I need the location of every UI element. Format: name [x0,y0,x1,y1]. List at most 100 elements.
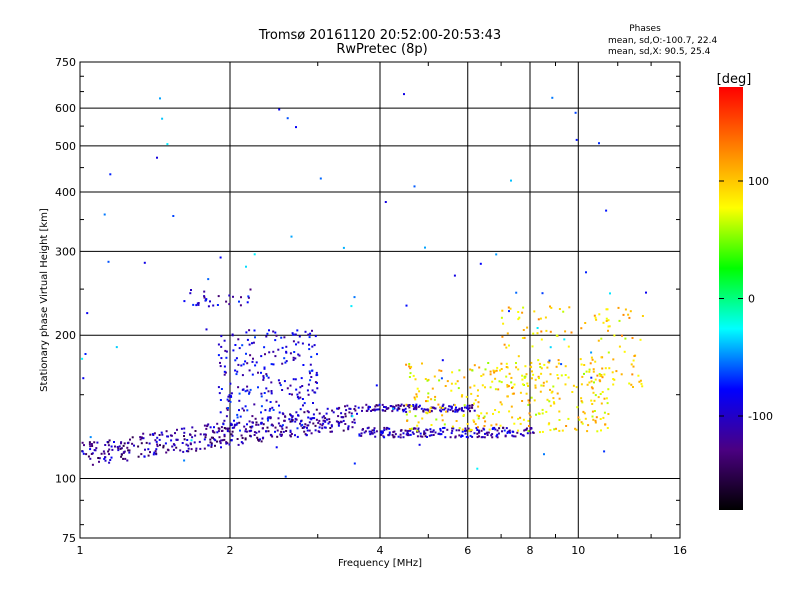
data-point [210,444,213,446]
data-point [194,434,197,437]
data-point [154,450,157,453]
data-point [236,413,239,416]
data-point [430,410,433,413]
data-point [521,337,524,339]
data-point [521,383,524,386]
data-point [127,449,130,452]
data-point [257,438,259,441]
data-point [536,327,539,329]
data-point [260,405,263,408]
data-point [415,405,418,408]
data-point [393,406,396,409]
data-point [537,318,540,321]
data-point [441,359,444,362]
data-point [567,417,570,420]
data-point [463,376,466,379]
data-point [407,432,410,435]
data-point [375,430,378,433]
data-point [585,370,588,373]
data-point [414,378,417,381]
data-point [274,426,277,429]
data-point [522,306,525,309]
data-point [204,436,207,439]
data-point [222,423,225,426]
data-point [220,446,222,449]
x-tick-label: 4 [377,544,384,557]
data-point [236,370,239,373]
data-point [553,402,556,405]
data-point [218,427,221,430]
data-point [361,428,364,431]
data-point [237,338,240,341]
data-point [615,370,618,373]
data-point [405,403,408,406]
data-point [279,433,282,436]
data-point [547,423,550,426]
data-point [156,156,158,159]
data-point [531,345,534,348]
data-point [280,336,283,339]
data-point [583,412,586,415]
data-point [580,363,583,366]
data-point [533,399,536,402]
data-point [275,334,278,337]
data-point [440,433,443,436]
data-point [381,432,384,435]
data-point [304,433,307,436]
data-point [496,366,499,369]
data-point [543,453,545,456]
data-point [274,339,277,342]
data-point [342,419,345,422]
data-point [115,346,118,349]
data-point [265,374,268,377]
data-point [234,359,237,362]
data-point [419,432,422,435]
data-point [295,418,298,421]
data-point [235,423,238,426]
data-point [593,314,596,317]
data-point [342,246,345,249]
data-point [225,442,228,445]
data-point [238,421,241,424]
data-point [148,442,151,445]
data-point [442,430,445,433]
data-point [261,417,264,420]
data-point [639,338,642,341]
data-point [315,408,318,411]
data-point [588,370,591,373]
data-point [387,407,390,410]
data-point [497,388,500,391]
data-point [268,351,271,354]
data-point [245,331,248,334]
data-point [458,408,461,411]
data-point [271,423,273,426]
data-point [489,370,492,373]
data-point [607,351,610,354]
data-point [586,430,589,433]
data-point [391,405,394,408]
data-point [476,414,479,417]
data-point [598,373,601,375]
data-point [519,422,522,425]
data-point [529,428,532,431]
data-point [483,425,486,427]
data-point [137,445,140,448]
data-point [263,346,266,349]
data-point [529,432,532,435]
data-point [457,387,460,390]
data-point [231,430,234,433]
data-point [116,446,119,448]
data-point [590,356,593,359]
data-point [481,384,484,387]
data-point [603,411,606,414]
data-point [524,365,527,368]
data-point [428,411,431,414]
data-point [318,431,321,433]
data-point [267,390,270,393]
data-point [499,401,502,404]
data-point [473,420,476,423]
data-point [405,410,408,413]
data-point [143,455,146,458]
data-point [543,363,546,366]
data-point [274,355,277,358]
